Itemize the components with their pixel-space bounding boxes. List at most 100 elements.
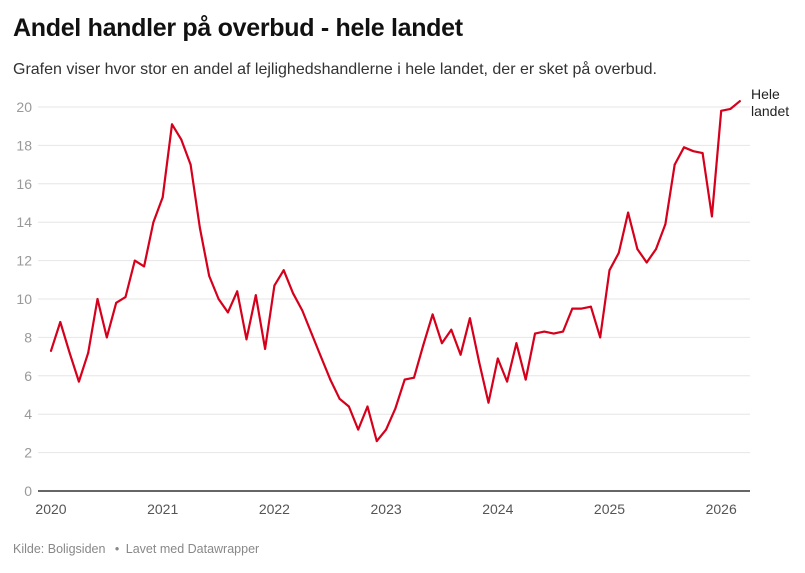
gridlines bbox=[38, 106, 750, 454]
data-point bbox=[487, 401, 490, 404]
data-point bbox=[515, 342, 518, 345]
data-point bbox=[664, 223, 667, 226]
data-point bbox=[264, 347, 267, 350]
data-point bbox=[77, 380, 80, 383]
data-point bbox=[96, 298, 99, 300]
data-point bbox=[636, 248, 639, 251]
y-tick-label: 8 bbox=[24, 329, 32, 345]
data-point bbox=[655, 248, 658, 251]
data-point bbox=[59, 321, 62, 324]
data-point bbox=[431, 313, 434, 316]
data-points bbox=[50, 100, 741, 443]
data-point bbox=[357, 428, 360, 431]
data-point bbox=[682, 146, 685, 149]
data-point bbox=[524, 378, 527, 381]
data-point bbox=[645, 261, 648, 264]
data-point bbox=[189, 163, 192, 166]
data-point bbox=[617, 251, 620, 254]
data-point bbox=[552, 332, 555, 335]
data-point bbox=[729, 107, 732, 110]
data-point bbox=[226, 311, 229, 314]
data-point bbox=[217, 298, 220, 300]
data-point bbox=[440, 342, 443, 345]
series-line-hele-landet bbox=[49, 100, 741, 443]
y-tick-label: 16 bbox=[16, 176, 32, 192]
data-point bbox=[236, 290, 239, 293]
data-point bbox=[543, 330, 546, 333]
y-tick-label: 12 bbox=[16, 253, 32, 269]
data-point bbox=[385, 428, 388, 431]
data-point bbox=[301, 309, 304, 312]
data-point bbox=[254, 294, 257, 297]
x-tick-label: 2022 bbox=[259, 501, 290, 517]
data-point bbox=[68, 351, 71, 354]
data-point bbox=[450, 328, 453, 331]
data-point bbox=[394, 407, 397, 410]
x-axis-ticks: 2020 2021 2022 2023 2024 2025 2026 bbox=[35, 501, 737, 517]
x-tick-label: 2025 bbox=[594, 501, 625, 517]
data-point bbox=[143, 265, 146, 268]
data-point bbox=[273, 284, 276, 287]
data-point bbox=[282, 269, 285, 272]
data-point bbox=[115, 301, 118, 304]
data-point bbox=[496, 357, 499, 360]
data-point bbox=[180, 138, 183, 141]
y-tick-label: 14 bbox=[16, 214, 32, 230]
data-point bbox=[292, 292, 295, 295]
y-tick-label: 0 bbox=[24, 483, 32, 499]
made-with-link[interactable]: Lavet med Datawrapper bbox=[125, 542, 260, 556]
chart-subtitle: Grafen viser hvor stor en andel af lejli… bbox=[13, 61, 657, 78]
data-point bbox=[198, 226, 201, 229]
y-tick-label: 20 bbox=[16, 99, 32, 115]
data-point bbox=[506, 380, 509, 383]
x-tick-label: 2020 bbox=[35, 501, 66, 517]
data-point bbox=[171, 123, 174, 126]
data-point bbox=[413, 376, 416, 379]
data-point bbox=[701, 152, 704, 155]
y-tick-label: 6 bbox=[24, 368, 32, 384]
data-point bbox=[710, 215, 713, 218]
y-axis-ticks: 0 2 4 6 8 10 12 14 16 18 20 bbox=[16, 99, 32, 499]
chart-footer: Kilde: Boligsiden • Lavet med Datawrappe… bbox=[13, 542, 259, 556]
data-point bbox=[459, 353, 462, 356]
data-point bbox=[319, 355, 322, 358]
y-tick-label: 2 bbox=[24, 445, 32, 461]
source-label: Kilde: Boligsiden bbox=[13, 542, 106, 556]
data-point bbox=[133, 259, 136, 262]
data-point bbox=[571, 307, 574, 310]
data-point bbox=[478, 361, 481, 364]
footer-separator: • bbox=[114, 542, 120, 556]
data-point bbox=[366, 405, 369, 408]
data-point bbox=[245, 338, 248, 341]
x-tick-label: 2023 bbox=[371, 501, 402, 517]
data-point bbox=[534, 332, 537, 335]
x-tick-label: 2021 bbox=[147, 501, 178, 517]
data-point bbox=[403, 378, 406, 381]
data-point bbox=[329, 378, 332, 381]
data-point bbox=[673, 163, 676, 166]
data-point bbox=[692, 150, 695, 153]
data-point bbox=[468, 317, 471, 320]
data-point bbox=[124, 296, 127, 299]
x-tick-label: 2024 bbox=[482, 501, 513, 517]
data-point bbox=[152, 221, 155, 224]
data-point bbox=[161, 196, 164, 199]
data-point bbox=[580, 307, 583, 310]
series-label-line: landet bbox=[751, 103, 789, 119]
y-tick-label: 18 bbox=[16, 137, 32, 153]
data-point bbox=[310, 332, 313, 335]
data-point bbox=[627, 211, 630, 214]
data-point bbox=[738, 100, 741, 103]
data-point bbox=[208, 274, 211, 277]
data-point bbox=[561, 330, 564, 333]
x-tick-label: 2026 bbox=[706, 501, 737, 517]
data-point bbox=[589, 305, 592, 308]
data-point bbox=[87, 351, 90, 354]
chart-title: Andel handler på overbud - hele landet bbox=[13, 14, 463, 42]
data-point bbox=[338, 397, 341, 400]
data-point bbox=[347, 405, 350, 408]
y-tick-label: 4 bbox=[24, 406, 32, 422]
y-tick-label: 10 bbox=[16, 291, 32, 307]
data-point bbox=[720, 109, 723, 112]
